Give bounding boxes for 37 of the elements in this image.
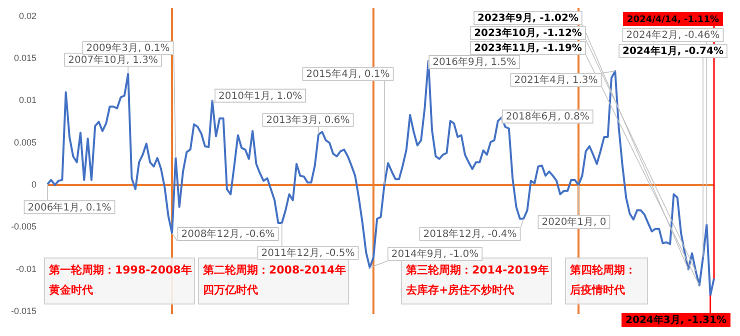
annotation: 2009年3月, 0.1% [86,42,170,54]
annotation: 2018年6月, 0.8% [506,110,590,123]
annotation: 后疫情时代 [569,283,625,296]
annotation: 2023年9月, -1.02% [478,12,578,24]
text: 2024年3月, -1.31% [626,314,726,326]
annotation: 四万亿时代 [203,283,258,296]
annotation: 2006年1月, 0.1% [28,201,112,214]
y-tick-label: 0.005 [14,137,37,148]
annotation: 第四轮周期： [569,263,636,276]
annotation: 2008年12月, -0.6% [181,228,275,240]
annotation: 2016年9月, 1.5% [432,56,516,68]
annotation: 2024年2月, -0.46% [626,29,720,42]
annotation: 2014年9月, -1.0% [391,248,479,260]
annotation: 黄金时代 [48,283,93,296]
y-tick-label: 0 [32,179,37,190]
y-tick-label: 0.015 [14,53,37,64]
annotation: 第一轮周期：1998-2008年 [48,263,192,276]
annotation: 2018年12月, -0.4% [423,228,517,240]
annotation: 2023年11月, -1.19% [474,42,582,54]
annotation: 第三轮周期：2014-2019年 [405,263,549,276]
annotation: 2023年10月, -1.12% [474,27,582,40]
y-tick-label: -0.005 [10,222,37,232]
annotation: 2013年3月, 0.6% [266,114,350,126]
annotation: 2024/4/14, -1.11% [627,14,719,25]
y-tick-label: 0.02 [18,10,37,21]
annotation: 2010年1月, 1.0% [218,90,302,102]
annotation: 2024年1月, -0.74% [622,45,724,58]
y-tick-label: -0.015 [10,306,37,316]
y-tick-label: -0.01 [16,264,37,274]
annotation: 2007年10月, 1.3% [68,54,158,66]
annotation: 2020年1月, 0 [542,216,606,228]
annotation: 第二轮周期：2008-2014年 [202,263,346,276]
y-tick-label: 0.01 [18,95,37,106]
annotation: 2015年4月, 0.1% [306,68,390,80]
annotation: 去库存+房住不炒时代 [405,283,514,296]
annotation: 2011年12月, -0.5% [261,247,355,260]
annotation: 2021年4月, 1.3% [514,74,598,86]
